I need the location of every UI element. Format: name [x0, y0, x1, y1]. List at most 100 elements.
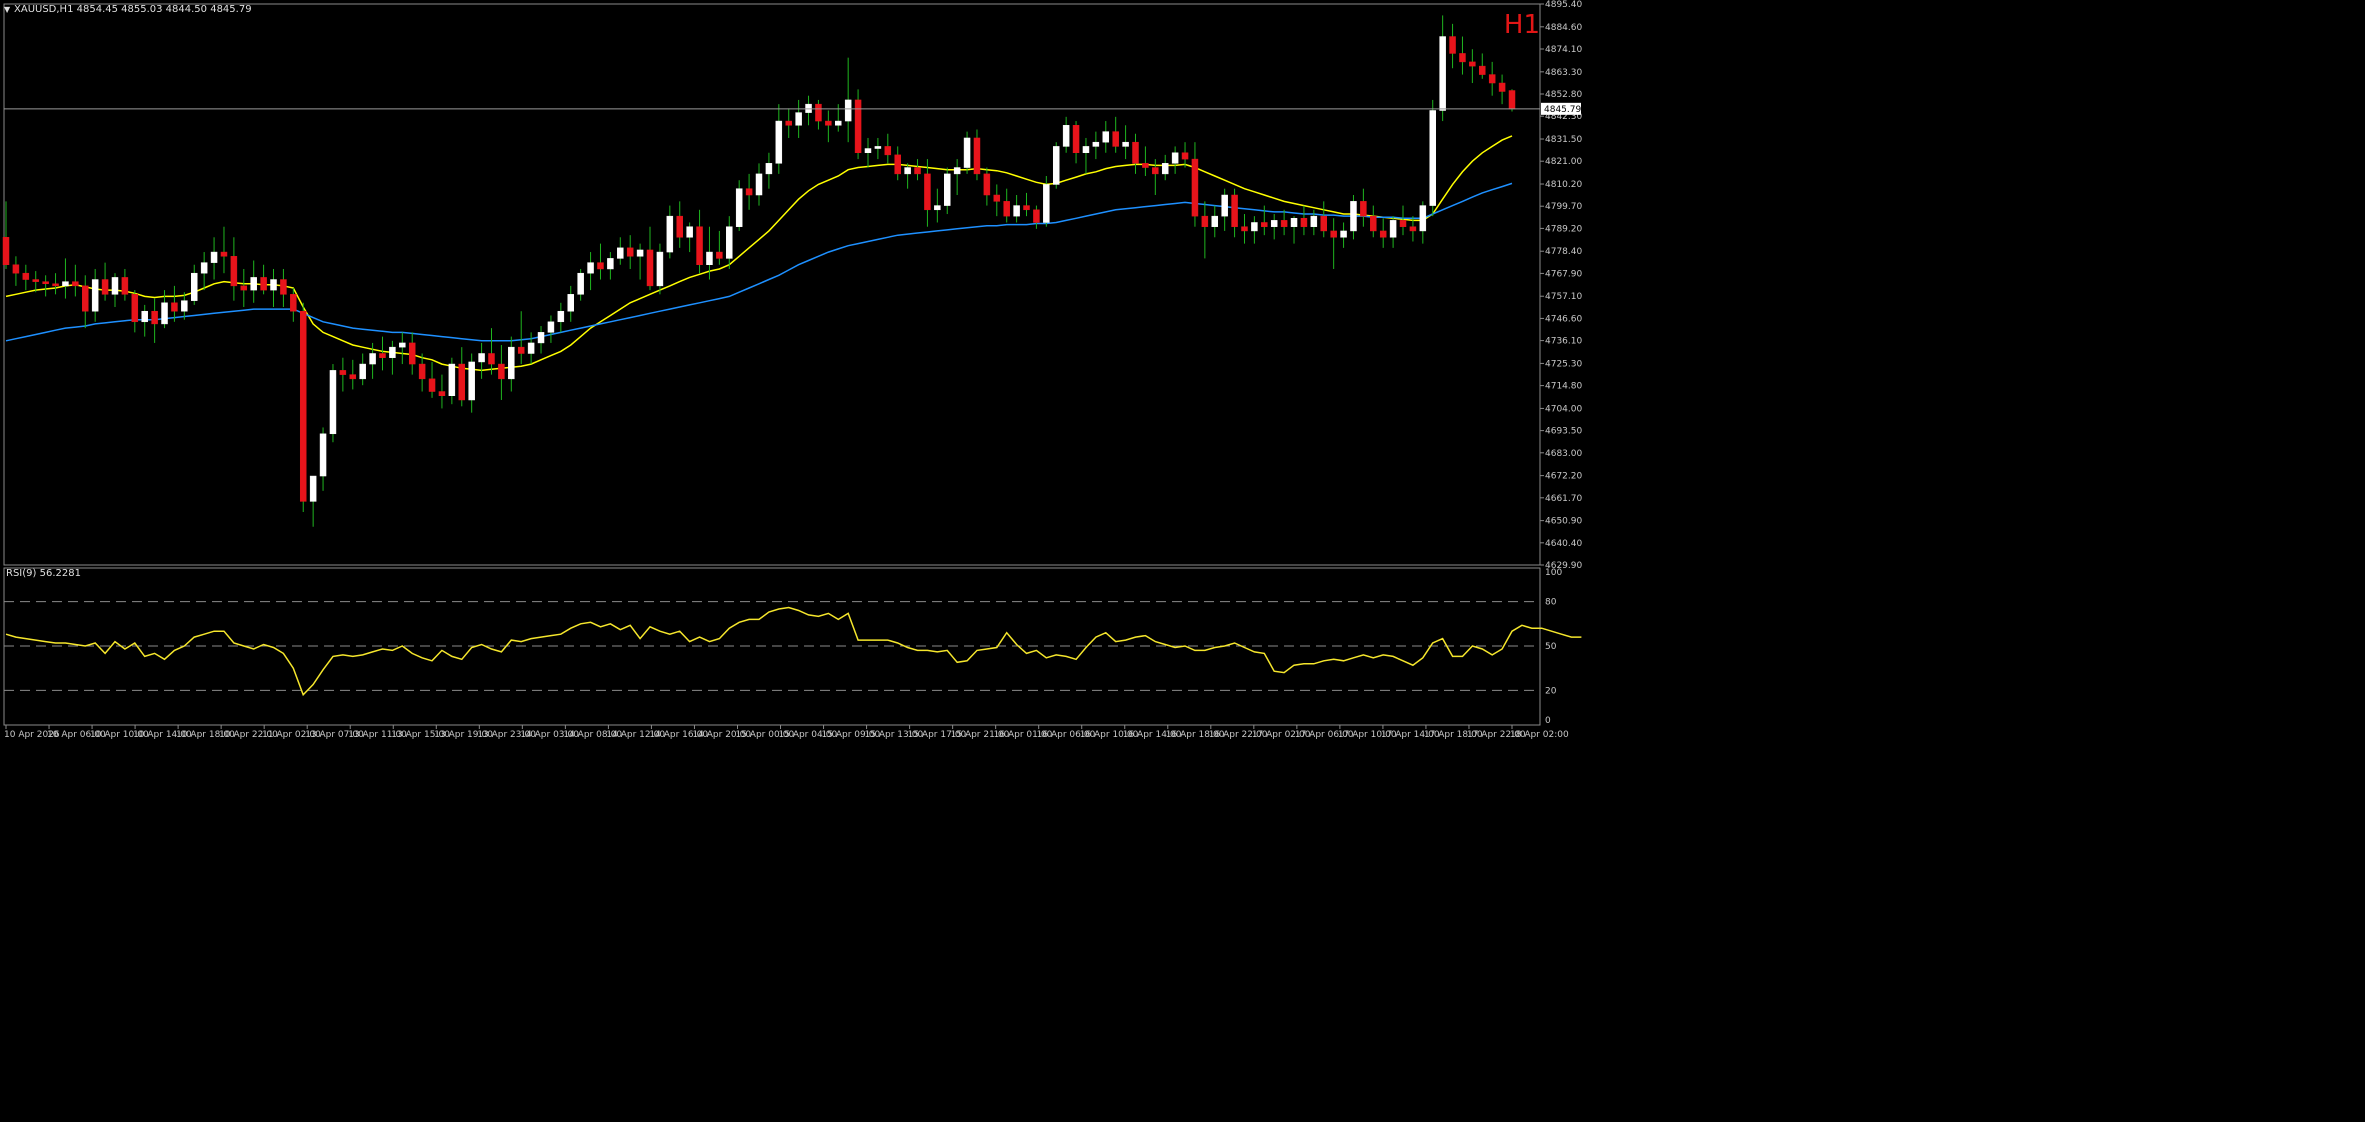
candle[interactable]	[1161, 154, 1169, 181]
candle[interactable]	[1251, 216, 1258, 244]
candle[interactable]	[626, 235, 634, 269]
candle[interactable]	[825, 110, 832, 143]
candle[interactable]	[82, 275, 89, 329]
candle[interactable]	[607, 252, 614, 280]
candle[interactable]	[1142, 146, 1149, 176]
candle[interactable]	[835, 104, 842, 132]
candle[interactable]	[1399, 205, 1407, 236]
candle[interactable]	[240, 268, 248, 308]
candle[interactable]	[1508, 89, 1516, 112]
candle[interactable]	[1231, 188, 1238, 238]
candle[interactable]	[319, 427, 327, 491]
candle[interactable]	[1389, 216, 1397, 248]
candle[interactable]	[944, 167, 951, 215]
candle[interactable]	[1211, 205, 1219, 238]
candle[interactable]	[1043, 175, 1050, 227]
candle[interactable]	[200, 252, 208, 291]
candle[interactable]	[329, 364, 337, 443]
candle[interactable]	[91, 268, 99, 322]
candle[interactable]	[478, 342, 485, 379]
candle[interactable]	[904, 163, 911, 189]
candle[interactable]	[815, 99, 822, 130]
candle[interactable]	[547, 315, 555, 343]
candle[interactable]	[1429, 99, 1436, 217]
candle[interactable]	[646, 226, 654, 291]
candle[interactable]	[418, 353, 426, 392]
candle[interactable]	[379, 336, 386, 371]
candle[interactable]	[408, 332, 416, 375]
candle[interactable]	[1181, 142, 1189, 168]
candle[interactable]	[1419, 201, 1427, 244]
candle[interactable]	[171, 285, 178, 322]
candle[interactable]	[1201, 201, 1209, 259]
rsi-panel[interactable]	[3, 567, 1582, 726]
candle[interactable]	[1270, 214, 1278, 240]
candle[interactable]	[1360, 188, 1367, 227]
candle[interactable]	[1469, 49, 1476, 84]
candle[interactable]	[527, 332, 535, 365]
candle[interactable]	[537, 326, 545, 354]
candle[interactable]	[597, 243, 604, 280]
candle[interactable]	[914, 159, 921, 181]
candle[interactable]	[151, 298, 158, 343]
candle[interactable]	[617, 237, 624, 265]
candle[interactable]	[874, 137, 882, 160]
candle[interactable]	[1488, 61, 1496, 96]
candle[interactable]	[260, 264, 267, 295]
candle[interactable]	[587, 252, 594, 291]
candle[interactable]	[884, 133, 892, 164]
candle[interactable]	[72, 264, 79, 297]
candle[interactable]	[686, 222, 693, 253]
candle[interactable]	[1409, 216, 1417, 242]
candle[interactable]	[656, 243, 664, 295]
candle[interactable]	[924, 159, 931, 227]
candle[interactable]	[508, 336, 515, 392]
candle[interactable]	[676, 201, 683, 248]
candle[interactable]	[1191, 142, 1199, 227]
candle[interactable]	[1092, 131, 1100, 160]
candle[interactable]	[795, 99, 802, 138]
candle[interactable]	[517, 311, 525, 365]
candle[interactable]	[52, 273, 59, 295]
candle[interactable]	[1062, 116, 1070, 153]
candle[interactable]	[22, 264, 30, 291]
candle[interactable]	[1459, 36, 1466, 75]
candle[interactable]	[1439, 15, 1446, 122]
candle[interactable]	[706, 226, 713, 280]
candle[interactable]	[12, 256, 20, 286]
candle[interactable]	[458, 347, 466, 407]
candle[interactable]	[1072, 121, 1080, 164]
candle[interactable]	[101, 262, 109, 301]
candle[interactable]	[230, 237, 238, 301]
candle[interactable]	[32, 271, 39, 293]
candle[interactable]	[934, 188, 941, 223]
candle[interactable]	[270, 268, 277, 308]
candle[interactable]	[983, 167, 991, 206]
candle[interactable]	[220, 226, 228, 274]
candle[interactable]	[745, 173, 753, 210]
candle[interactable]	[309, 475, 317, 527]
candle[interactable]	[2, 201, 10, 269]
candle[interactable]	[1102, 121, 1110, 153]
candle[interactable]	[1052, 142, 1060, 189]
candle[interactable]	[844, 57, 852, 143]
candle[interactable]	[428, 361, 436, 398]
candle[interactable]	[1320, 201, 1327, 238]
candle[interactable]	[111, 273, 119, 308]
candle[interactable]	[963, 131, 971, 174]
candle[interactable]	[1449, 23, 1456, 69]
candle[interactable]	[1221, 188, 1228, 231]
candle[interactable]	[1498, 74, 1506, 105]
candle[interactable]	[1122, 125, 1129, 160]
candle[interactable]	[1310, 209, 1318, 236]
candle[interactable]	[181, 292, 188, 320]
candle[interactable]	[1152, 159, 1159, 196]
candle[interactable]	[280, 268, 287, 308]
candles[interactable]	[2, 15, 1516, 527]
candle[interactable]	[299, 302, 307, 512]
candle[interactable]	[716, 230, 723, 265]
candle[interactable]	[359, 353, 366, 386]
candle[interactable]	[210, 237, 218, 280]
